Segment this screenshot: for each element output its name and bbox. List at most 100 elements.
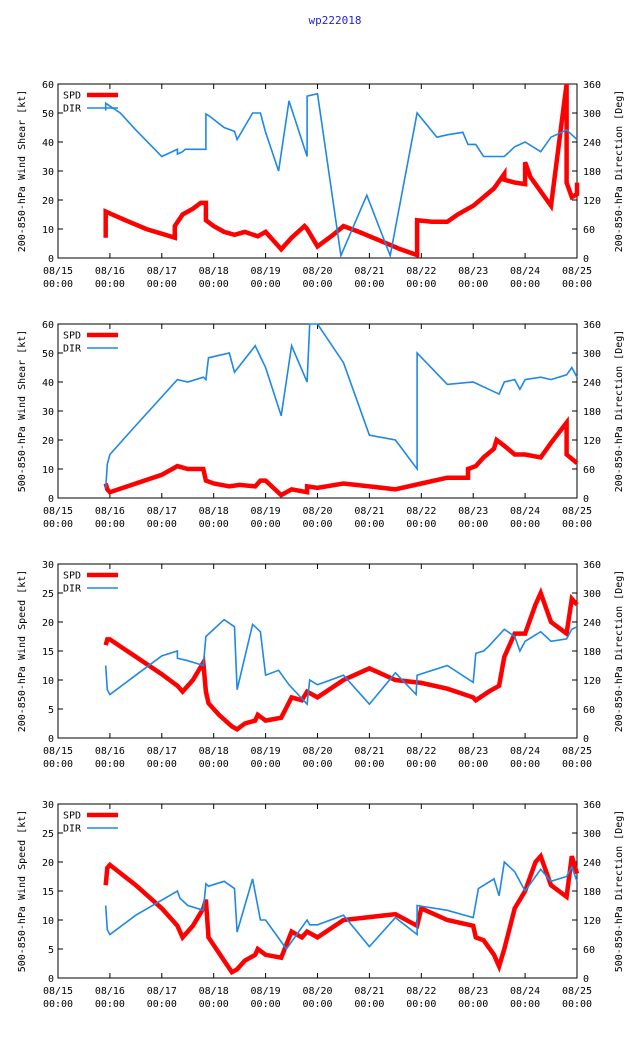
x-tick-label-time: 00:00 (406, 519, 436, 530)
y-tick-label: 20 (42, 436, 54, 447)
dir-series-line (104, 860, 578, 951)
x-tick-label-time: 00:00 (510, 999, 540, 1010)
x-tick-label-date: 08/17 (147, 746, 177, 757)
y-axis-label: 500-850-hPa Wind Shear [kt] (17, 330, 28, 493)
x-tick-label-time: 00:00 (302, 759, 332, 770)
y2-tick-label: 240 (583, 618, 601, 629)
x-tick-label-date: 08/20 (302, 506, 332, 517)
y-tick-label: 40 (42, 138, 54, 149)
chart-panel-4: 05101520253006012018024030036008/1500:00… (17, 800, 625, 1010)
y-tick-label: 30 (42, 560, 54, 571)
y2-tick-label: 60 (583, 465, 595, 476)
y-tick-label: 5 (48, 945, 54, 956)
x-tick-label-date: 08/24 (510, 746, 540, 757)
y-tick-label: 10 (42, 465, 54, 476)
x-tick-label-date: 08/21 (354, 746, 384, 757)
spd-series-line (103, 851, 580, 976)
dir-series-line (104, 323, 578, 489)
x-tick-label-time: 00:00 (95, 519, 125, 530)
x-tick-label-time: 00:00 (147, 279, 177, 290)
x-tick-label-date: 08/22 (406, 986, 436, 997)
x-tick-label-time: 00:00 (199, 279, 229, 290)
y2-tick-label: 240 (583, 378, 601, 389)
x-tick-label-time: 00:00 (354, 279, 384, 290)
x-tick-label-time: 00:00 (199, 519, 229, 530)
x-tick-label-time: 00:00 (458, 759, 488, 770)
x-tick-label-date: 08/16 (95, 746, 125, 757)
y-tick-label: 10 (42, 916, 54, 927)
x-tick-label-date: 08/20 (302, 986, 332, 997)
legend-label-spd: SPD (63, 811, 81, 822)
y2-axis-label: 200-850-hPa Direction [Deg] (614, 330, 625, 493)
x-tick-label-time: 00:00 (354, 999, 384, 1010)
y-tick-label: 30 (42, 800, 54, 811)
x-tick-label-time: 00:00 (251, 519, 281, 530)
x-tick-label-date: 08/17 (147, 506, 177, 517)
x-tick-label-time: 00:00 (406, 759, 436, 770)
plot-frame (57, 83, 578, 259)
x-tick-label-date: 08/25 (562, 506, 592, 517)
y-tick-label: 20 (42, 196, 54, 207)
y-tick-label: 40 (42, 378, 54, 389)
y-axis-label: 200-850-hPa Wind Shear [kt] (17, 90, 28, 253)
x-tick-label-date: 08/23 (458, 266, 488, 277)
x-tick-label-time: 00:00 (562, 759, 592, 770)
x-tick-label-time: 00:00 (562, 279, 592, 290)
x-tick-label-time: 00:00 (510, 759, 540, 770)
y2-tick-label: 300 (583, 109, 601, 120)
x-tick-label-time: 00:00 (406, 279, 436, 290)
x-tick-label-date: 08/18 (199, 506, 229, 517)
x-tick-label-time: 00:00 (43, 999, 73, 1010)
x-tick-label-date: 08/20 (302, 746, 332, 757)
x-tick-label-date: 08/18 (199, 266, 229, 277)
x-tick-label-time: 00:00 (510, 519, 540, 530)
y-tick-label: 0 (48, 254, 54, 265)
x-tick-label-date: 08/18 (199, 746, 229, 757)
x-tick-label-date: 08/22 (406, 266, 436, 277)
x-tick-label-time: 00:00 (251, 279, 281, 290)
y-tick-label: 10 (42, 225, 54, 236)
y2-tick-label: 300 (583, 589, 601, 600)
y-tick-label: 0 (48, 974, 54, 985)
figure-title: wp222018 (309, 14, 362, 27)
x-tick-label-date: 08/21 (354, 266, 384, 277)
spd-series-line (103, 415, 579, 498)
y2-axis-label: 500-850-hPa Direction [Deg] (614, 810, 625, 973)
x-tick-label-date: 08/16 (95, 266, 125, 277)
x-tick-label-date: 08/15 (43, 986, 73, 997)
y-axis-label: 200-850-hPa Wind Speed [kt] (17, 570, 28, 733)
x-tick-label-time: 00:00 (43, 279, 73, 290)
dir-series-line (104, 92, 578, 259)
spd-series-line (103, 83, 580, 259)
y2-axis-label: 200-850-hPa Direction [Deg] (614, 570, 625, 733)
x-tick-label-time: 00:00 (458, 519, 488, 530)
y2-tick-label: 240 (583, 138, 601, 149)
x-tick-label-date: 08/24 (510, 506, 540, 517)
x-tick-label-date: 08/22 (406, 506, 436, 517)
x-tick-label-time: 00:00 (562, 999, 592, 1010)
x-tick-label-time: 00:00 (199, 759, 229, 770)
y2-axis-label: 200-850-hPa Direction [Deg] (614, 90, 625, 253)
y2-tick-label: 0 (583, 494, 589, 505)
x-tick-label-time: 00:00 (458, 999, 488, 1010)
x-tick-label-time: 00:00 (147, 759, 177, 770)
x-tick-label-time: 00:00 (251, 759, 281, 770)
x-tick-label-date: 08/23 (458, 746, 488, 757)
y-tick-label: 20 (42, 858, 54, 869)
y2-tick-label: 60 (583, 705, 595, 716)
x-tick-label-date: 08/15 (43, 506, 73, 517)
x-tick-label-time: 00:00 (302, 519, 332, 530)
y2-tick-label: 180 (583, 407, 601, 418)
legend-label-spd: SPD (63, 331, 81, 342)
x-tick-label-time: 00:00 (510, 279, 540, 290)
y2-tick-label: 180 (583, 167, 601, 178)
y-tick-label: 15 (42, 647, 54, 658)
x-tick-label-time: 00:00 (95, 999, 125, 1010)
y2-tick-label: 120 (583, 436, 601, 447)
chart-panel-3: 05101520253006012018024030036008/1500:00… (17, 560, 625, 770)
y2-tick-label: 360 (583, 560, 601, 571)
y-tick-label: 60 (42, 320, 54, 331)
x-tick-label-date: 08/19 (251, 746, 281, 757)
y-tick-label: 50 (42, 349, 54, 360)
y2-tick-label: 0 (583, 974, 589, 985)
